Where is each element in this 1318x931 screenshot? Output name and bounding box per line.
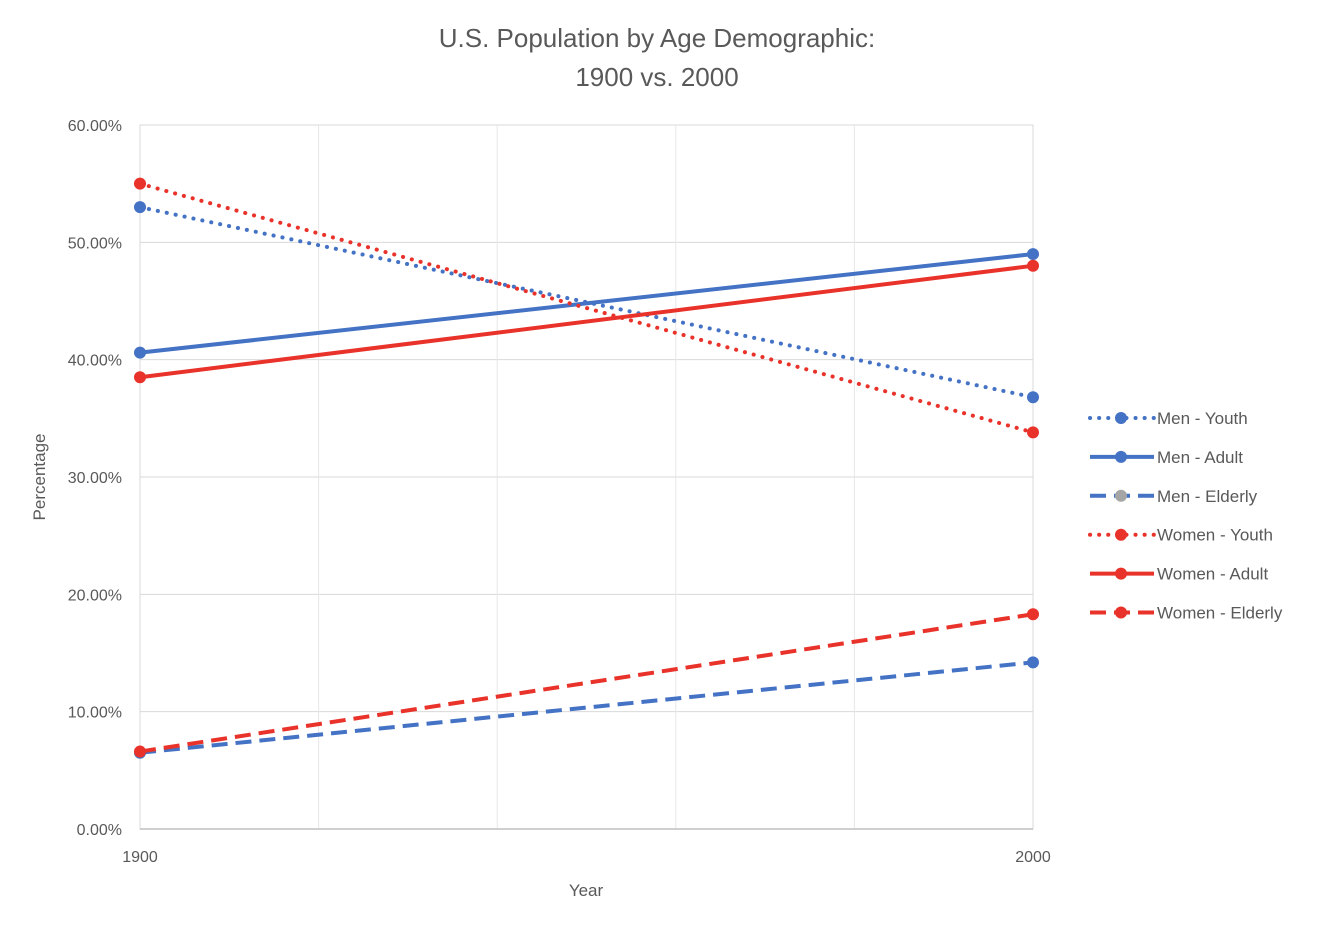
legend-swatch-marker (1115, 450, 1127, 463)
legend-item: Men - Youth (1088, 409, 1248, 428)
series-women-elderly (134, 608, 1039, 758)
data-point (134, 745, 146, 758)
series-women-youth (134, 177, 1039, 439)
legend-label: Men - Elderly (1157, 487, 1258, 506)
chart-title-line1: U.S. Population by Age Demographic: (439, 23, 875, 53)
legend-item: Women - Youth (1088, 526, 1273, 545)
y-tick-label: 50.00% (68, 235, 122, 252)
series-line (138, 181, 1035, 435)
series-men-elderly (134, 656, 1039, 759)
legend-item: Men - Adult (1090, 448, 1243, 467)
data-point (1027, 426, 1039, 439)
y-tick-label: 60.00% (68, 118, 122, 135)
y-tick-label: 40.00% (68, 353, 122, 370)
legend-label: Women - Youth (1157, 526, 1273, 545)
legend-item: Women - Elderly (1090, 604, 1283, 623)
legend: Men - Youth Men - Adult Men - Elderly Women… (1088, 409, 1283, 623)
axes: 0.00% 10.00% 20.00% 30.00% 40.00% 50.00% 60.00… (68, 118, 1051, 866)
series-line (139, 252, 1034, 355)
legend-item: Men - Elderly (1090, 487, 1258, 506)
data-point (134, 177, 146, 190)
data-point (1027, 656, 1039, 669)
x-tick-label: 2000 (1015, 849, 1051, 866)
legend-swatch-marker (1115, 412, 1127, 424)
y-tick-label: 0.00% (77, 822, 122, 839)
chart-title-line2: 1900 vs. 2000 (575, 62, 738, 92)
legend-label: Women - Elderly (1157, 604, 1283, 623)
y-tick-label: 20.00% (68, 587, 122, 604)
data-point (1027, 391, 1039, 404)
data-point (1027, 248, 1039, 261)
series-layer (134, 177, 1039, 759)
data-point (134, 371, 146, 384)
legend-swatch-marker (1115, 567, 1127, 580)
x-tick-label: 1900 (122, 849, 158, 866)
legend-swatch-marker (1115, 528, 1127, 541)
series-women-adult (134, 259, 1039, 384)
series-line (139, 612, 1034, 754)
y-tick-label: 10.00% (68, 705, 122, 722)
legend-item: Women - Adult (1090, 565, 1268, 584)
x-axis-title: Year (569, 881, 604, 900)
data-point (1027, 259, 1039, 272)
series-line (139, 263, 1034, 380)
legend-swatch-marker (1115, 489, 1127, 502)
data-point (1027, 608, 1039, 621)
legend-swatch-marker (1115, 606, 1127, 619)
legend-label: Men - Adult (1157, 448, 1243, 467)
series-line (139, 660, 1034, 755)
y-axis-title: Percentage (30, 434, 49, 521)
data-point (134, 201, 146, 214)
legend-label: Women - Adult (1157, 565, 1268, 584)
series-men-adult (134, 248, 1039, 359)
gridlines (139, 124, 1034, 830)
data-point (134, 346, 146, 359)
y-tick-label: 30.00% (68, 470, 122, 487)
legend-label: Men - Youth (1157, 409, 1248, 428)
